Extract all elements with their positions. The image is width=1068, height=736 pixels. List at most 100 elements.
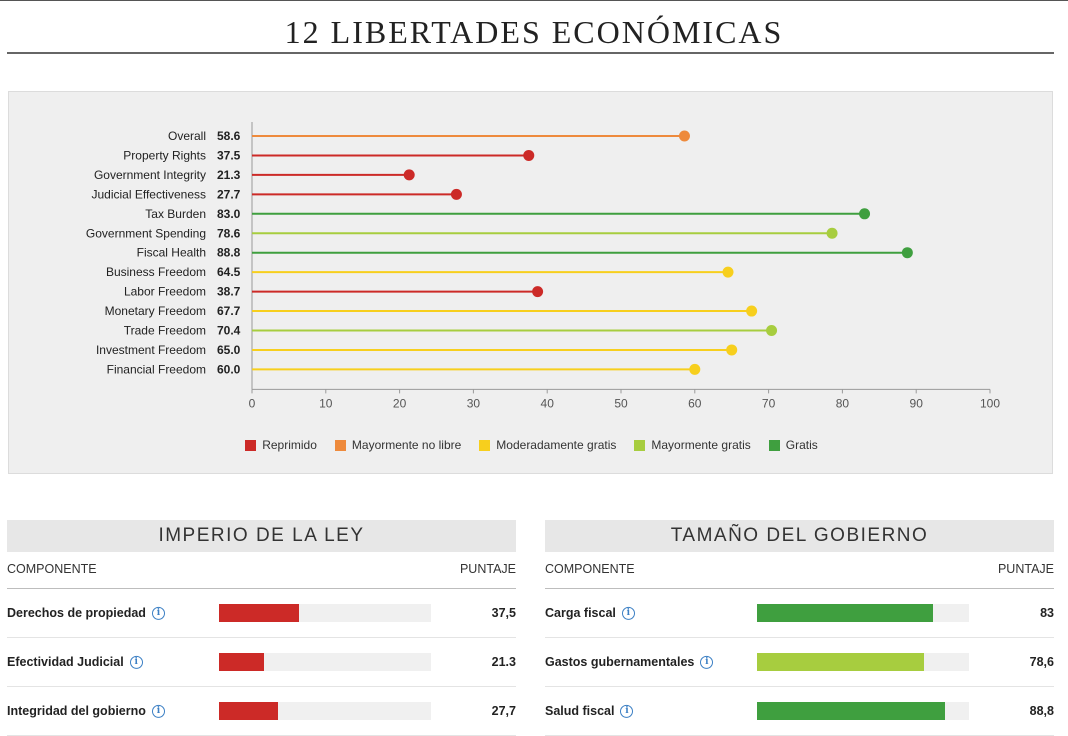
score-bar-fill [219,653,265,671]
chart-legend: Reprimido Mayormente no libre Moderadament… [9,438,1054,452]
category-label-trade-freedom: Trade Freedom [124,324,206,338]
category-label-government-spending: Government Spending [86,226,206,240]
component-score: 21.3 [491,655,516,669]
info-icon[interactable]: i [129,656,143,670]
government-size-rows: Carga fiscal i 83 Gastos gubernamentales i 78… [545,589,1054,736]
table-row: Integridad del gobierno i 27,7 [7,687,516,736]
x-tick-label: 80 [836,396,850,410]
legend-item-mayormente-gratis: Mayormente gratis [634,438,751,452]
component-name: Salud fiscal i [545,703,634,719]
component-name: Derechos de propiedad i [7,606,165,621]
dot-fiscal-health [901,247,913,259]
x-tick-label: 10 [319,396,333,410]
table-row: Derechos de propiedad i 37,5 [7,589,516,638]
score-bar-fill [757,604,933,622]
legend-swatch [334,439,346,451]
x-tick-label: 90 [910,396,924,410]
category-label-property-rights: Property Rights [123,148,206,162]
government-size-panel: TAMAÑO DEL GOBIERNO COMPONENTE PUNTAJE C… [545,520,1054,736]
dot-business-freedom [722,266,734,278]
x-tick-label: 0 [249,396,256,410]
score-bar-track [757,702,969,720]
table-row: Carga fiscal i 83 [545,589,1054,638]
x-tick-label: 100 [980,396,1000,410]
table-row: Gastos gubernamentales i 78,6 [545,638,1054,687]
legend-label: Reprimido [262,438,317,452]
value-label-government-integrity: 21.3 [217,168,241,182]
x-tick-label: 60 [688,396,702,410]
dot-government-integrity [403,169,415,181]
score-bar-fill [757,702,946,720]
value-label-business-freedom: 64.5 [217,265,241,279]
value-label-judicial-effectiveness: 27.7 [217,187,241,201]
component-label: Integridad del gobierno [7,703,146,718]
dot-judicial-effectiveness [450,188,462,200]
legend-item-mayormente-no-libre: Mayormente no libre [334,438,462,452]
value-label-investment-freedom: 65.0 [217,343,241,357]
category-label-fiscal-health: Fiscal Health [137,246,206,260]
category-label-investment-freedom: Investment Freedom [96,343,206,357]
component-label: Salud fiscal [545,703,615,718]
component-name: Efectividad Judicial i [7,655,143,670]
rule-of-law-panel: IMPERIO DE LA LEY COMPONENTE PUNTAJE Der… [7,520,516,736]
category-label-judicial-effectiveness: Judicial Effectiveness [91,187,206,201]
legend-label: Gratis [785,438,818,452]
freedom-lollipop-chart: 0 10 20 30 40 50 60 70 80 90 100 Overall 58.6 Propert… [86,122,1000,410]
component-label: Carga fiscal [545,605,616,620]
x-tick-label: 30 [467,396,481,410]
category-label-business-freedom: Business Freedom [106,265,206,279]
value-label-financial-freedom: 60.0 [217,362,241,376]
rule-of-law-header: IMPERIO DE LA LEY [7,520,516,552]
component-score: 37,5 [491,606,516,620]
value-label-government-spending: 78.6 [217,226,241,240]
score-bar-track [219,702,431,720]
rule-of-law-rows: Derechos de propiedad i 37,5 Efectividad Ju… [7,589,516,736]
component-score: 88,8 [1029,704,1054,718]
value-label-overall: 58.6 [217,129,241,143]
info-icon[interactable]: i [621,607,635,621]
category-label-labor-freedom: Labor Freedom [124,285,206,299]
table-row: Efectividad Judicial i 21.3 [7,638,516,687]
column-score: PUNTAJE [459,561,516,576]
dot-tax-burden [859,208,871,220]
category-label-overall: Overall [168,129,206,143]
category-label-government-integrity: Government Integrity [94,168,206,182]
legend-swatch [768,439,780,451]
info-icon[interactable]: i [151,607,165,621]
title-rule [7,52,1054,54]
legend-label: Mayormente gratis [651,438,751,452]
legend-swatch [479,439,491,451]
x-tick-label: 70 [762,396,776,410]
rule-of-law-column-headers: COMPONENTE PUNTAJE [7,552,516,589]
x-tick-label: 20 [393,396,407,410]
score-bar-track [757,653,969,671]
value-label-tax-burden: 83.0 [217,207,241,221]
dot-investment-freedom [726,344,738,356]
dot-overall [678,130,690,142]
score-bar-track [219,653,431,671]
dot-trade-freedom [766,325,778,336]
chart-panel: 0 10 20 30 40 50 60 70 80 90 100 Overall 58.6 Propert… [8,91,1053,474]
top-rule [0,0,1068,1]
legend-item-reprimido: Reprimido [245,438,317,452]
component-name: Carga fiscal i [545,605,635,621]
score-bar-fill [219,604,299,622]
dot-financial-freedom [689,363,701,375]
component-score: 78,6 [1029,655,1054,669]
x-tick-label: 40 [541,396,555,410]
info-icon[interactable]: i [620,705,634,719]
component-score: 83 [1040,606,1054,620]
column-score: PUNTAJE [997,561,1054,576]
dot-government-spending [826,227,838,239]
component-name: Integridad del gobierno i [7,703,165,719]
category-label-tax-burden: Tax Burden [145,207,206,221]
value-label-labor-freedom: 38.7 [217,285,241,299]
legend-label: Mayormente no libre [351,438,462,452]
info-icon[interactable]: i [700,656,714,670]
score-bar-track [757,604,969,622]
dot-labor-freedom [532,286,544,298]
legend-label: Moderadamente gratis [496,438,617,452]
info-icon[interactable]: i [151,705,165,719]
dot-monetary-freedom [746,305,758,317]
value-label-trade-freedom: 70.4 [217,324,241,338]
